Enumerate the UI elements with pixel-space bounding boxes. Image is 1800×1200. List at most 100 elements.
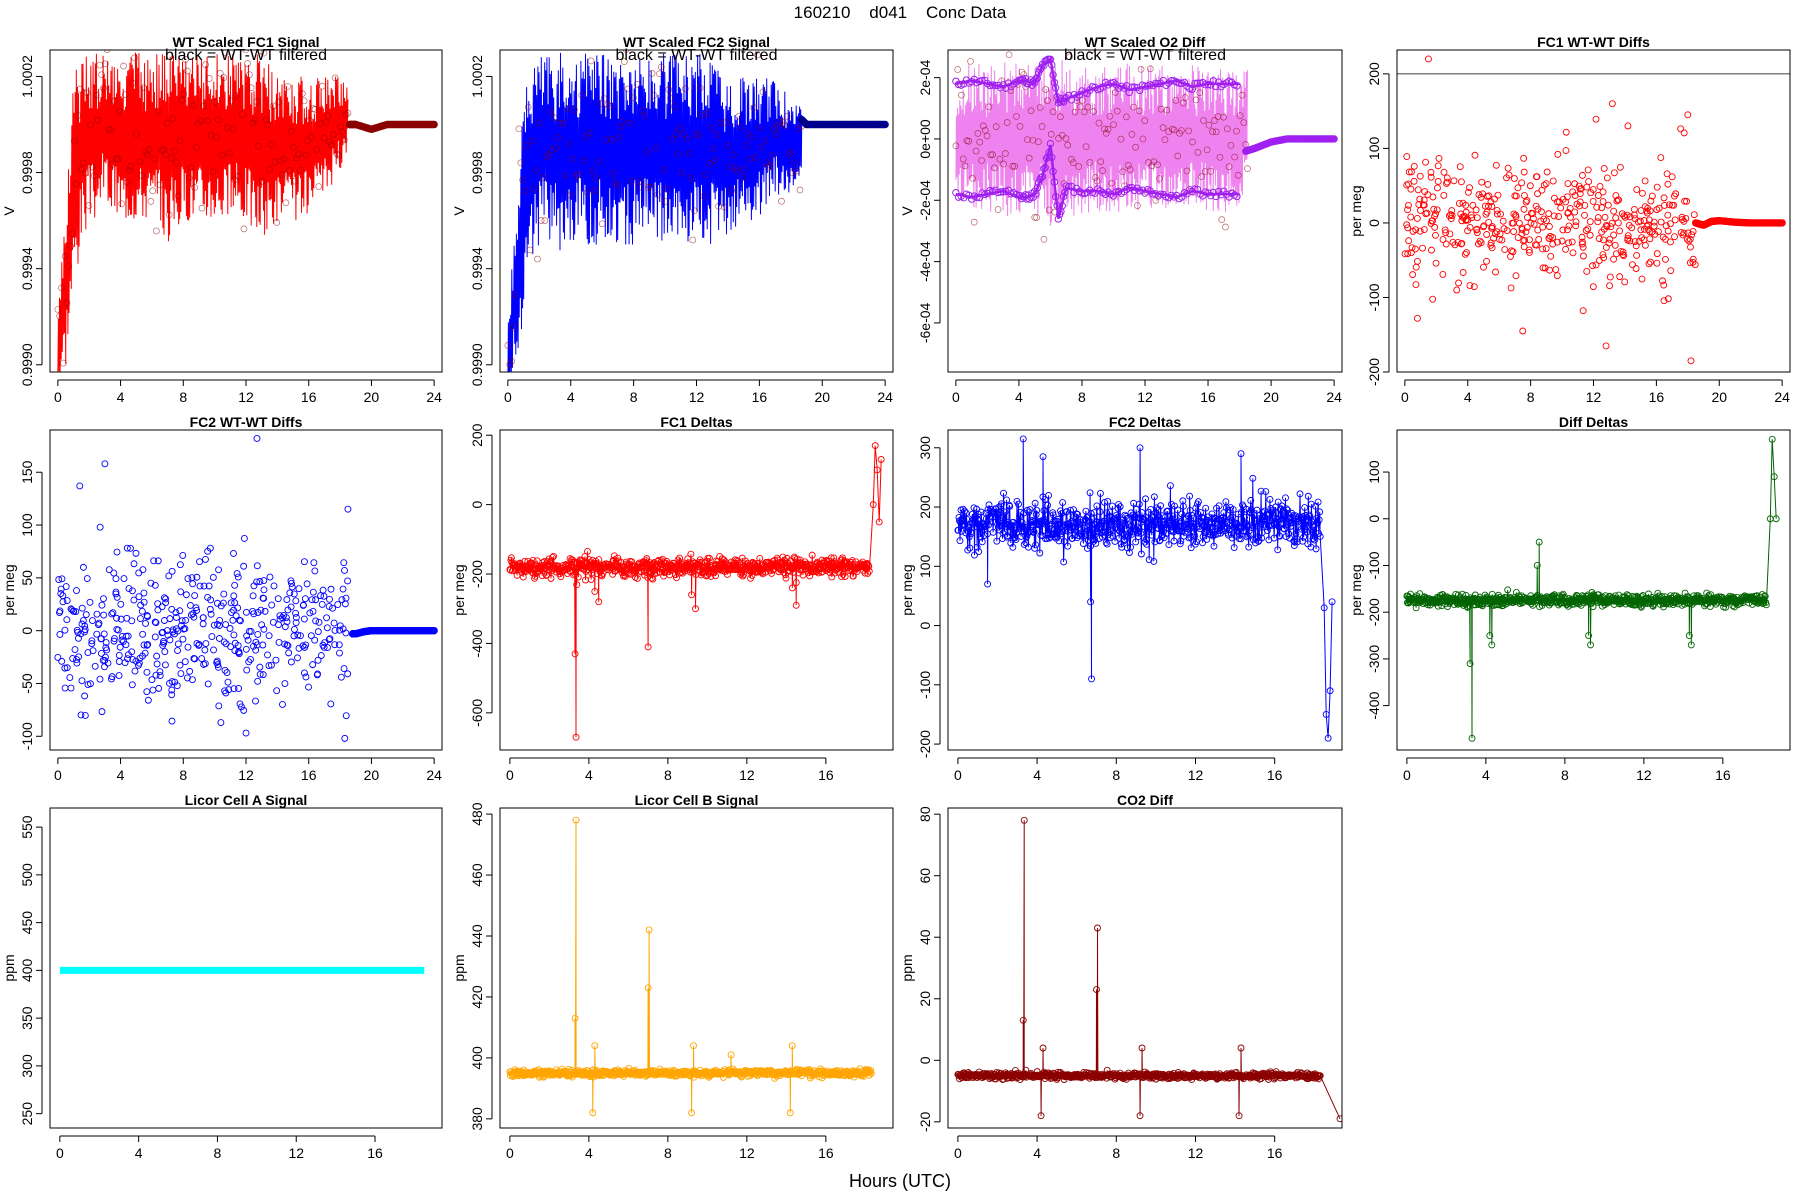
data-point: [1084, 526, 1092, 534]
data-point: [267, 141, 275, 148]
data-point: [1432, 210, 1439, 218]
data-point: [1589, 603, 1597, 611]
data-point: [83, 89, 91, 97]
data-point: [210, 621, 218, 629]
data-point: [1270, 519, 1278, 527]
data-point: [1564, 226, 1571, 234]
data-point: [1405, 168, 1413, 176]
data-point: [139, 630, 147, 638]
p5-series-1: [348, 626, 438, 638]
data-point: [1108, 179, 1116, 187]
data-point: [1046, 139, 1055, 148]
data-point: [131, 667, 139, 675]
data-point: [1133, 526, 1141, 534]
data-point: [669, 135, 676, 143]
data-point: [1520, 192, 1528, 200]
data-point: [250, 642, 257, 650]
data-point: [1230, 544, 1238, 551]
data-point: [958, 91, 965, 99]
data-point: [1164, 507, 1172, 515]
data-point: [741, 166, 748, 173]
data-point: [1466, 184, 1473, 192]
data-point: [1659, 233, 1667, 241]
data-point: [153, 227, 160, 235]
data-point: [230, 592, 238, 600]
data-point: [1288, 519, 1296, 527]
x-tick-label: 12: [1586, 389, 1602, 405]
data-point: [184, 575, 192, 583]
data-point: [1602, 342, 1610, 350]
data-point: [554, 134, 562, 142]
data-point: [188, 676, 196, 684]
data-point: [202, 61, 209, 69]
data-point: [1601, 592, 1609, 600]
data-point: [336, 626, 344, 634]
data-point: [1186, 492, 1194, 500]
data-point: [1520, 168, 1528, 176]
data-point: [1686, 259, 1694, 267]
data-point: [309, 607, 317, 615]
panel-p3: 0 4 8 12 16 20 24-6e-04-4e-04-2e-040e+002e-04V…: [899, 34, 1343, 405]
x-tick-label: 4: [117, 767, 125, 783]
data-point: [1546, 232, 1554, 240]
data-point: [125, 166, 133, 174]
data-point: [997, 500, 1005, 508]
data-point: [54, 306, 62, 313]
data-point: [1653, 259, 1661, 267]
data-point: [1274, 498, 1282, 506]
data-point: [290, 590, 298, 598]
panel-title: WT Scaled FC1 Signal: [172, 34, 319, 50]
data-point: [999, 535, 1006, 543]
data-point: [113, 548, 121, 556]
data-point: [1448, 212, 1456, 219]
data-point: [76, 85, 84, 93]
data-point: [556, 119, 563, 127]
data-point: [1011, 162, 1018, 170]
data-point: [1001, 508, 1009, 516]
data-point: [1006, 502, 1014, 510]
data-point: [1670, 201, 1678, 209]
data-point: [1581, 201, 1589, 209]
data-point: [1112, 188, 1120, 196]
data-point: [1687, 243, 1694, 251]
data-point: [543, 571, 551, 579]
data-point: [254, 677, 262, 685]
data-point: [1654, 228, 1662, 236]
data-point: [1049, 71, 1057, 79]
x-tick-label: 4: [135, 1145, 143, 1161]
data-point: [1585, 632, 1593, 639]
data-point: [1491, 230, 1499, 238]
data-point: [230, 549, 237, 557]
data-point: [193, 640, 201, 647]
data-point: [144, 613, 151, 620]
y-axis-label: V: [451, 206, 467, 216]
data-point: [768, 152, 776, 159]
data-point: [1060, 558, 1068, 566]
data-point: [598, 220, 606, 228]
data-point: [1514, 234, 1522, 241]
data-point: [727, 566, 735, 574]
data-point: [162, 150, 169, 158]
data-point: [1565, 222, 1573, 230]
data-point: [278, 171, 286, 179]
data-point: [168, 717, 176, 725]
data-point: [584, 547, 591, 555]
data-point: [125, 585, 133, 593]
data-point: [1492, 161, 1500, 169]
data-point: [1117, 135, 1125, 143]
data-point: [1589, 262, 1596, 270]
data-point: [665, 86, 673, 93]
data-point: [176, 607, 184, 615]
x-tick-label: 8: [1561, 767, 1569, 783]
data-point: [1223, 125, 1231, 133]
data-point: [1207, 523, 1215, 531]
data-point: [281, 680, 289, 687]
y-tick-label: -300: [1366, 645, 1382, 673]
plot-area-p3: [952, 50, 1338, 243]
x-tick-label: 8: [1527, 389, 1535, 405]
data-point: [1026, 506, 1034, 514]
data-point: [1183, 167, 1191, 175]
data-point: [589, 1109, 597, 1117]
data-point: [335, 152, 343, 159]
